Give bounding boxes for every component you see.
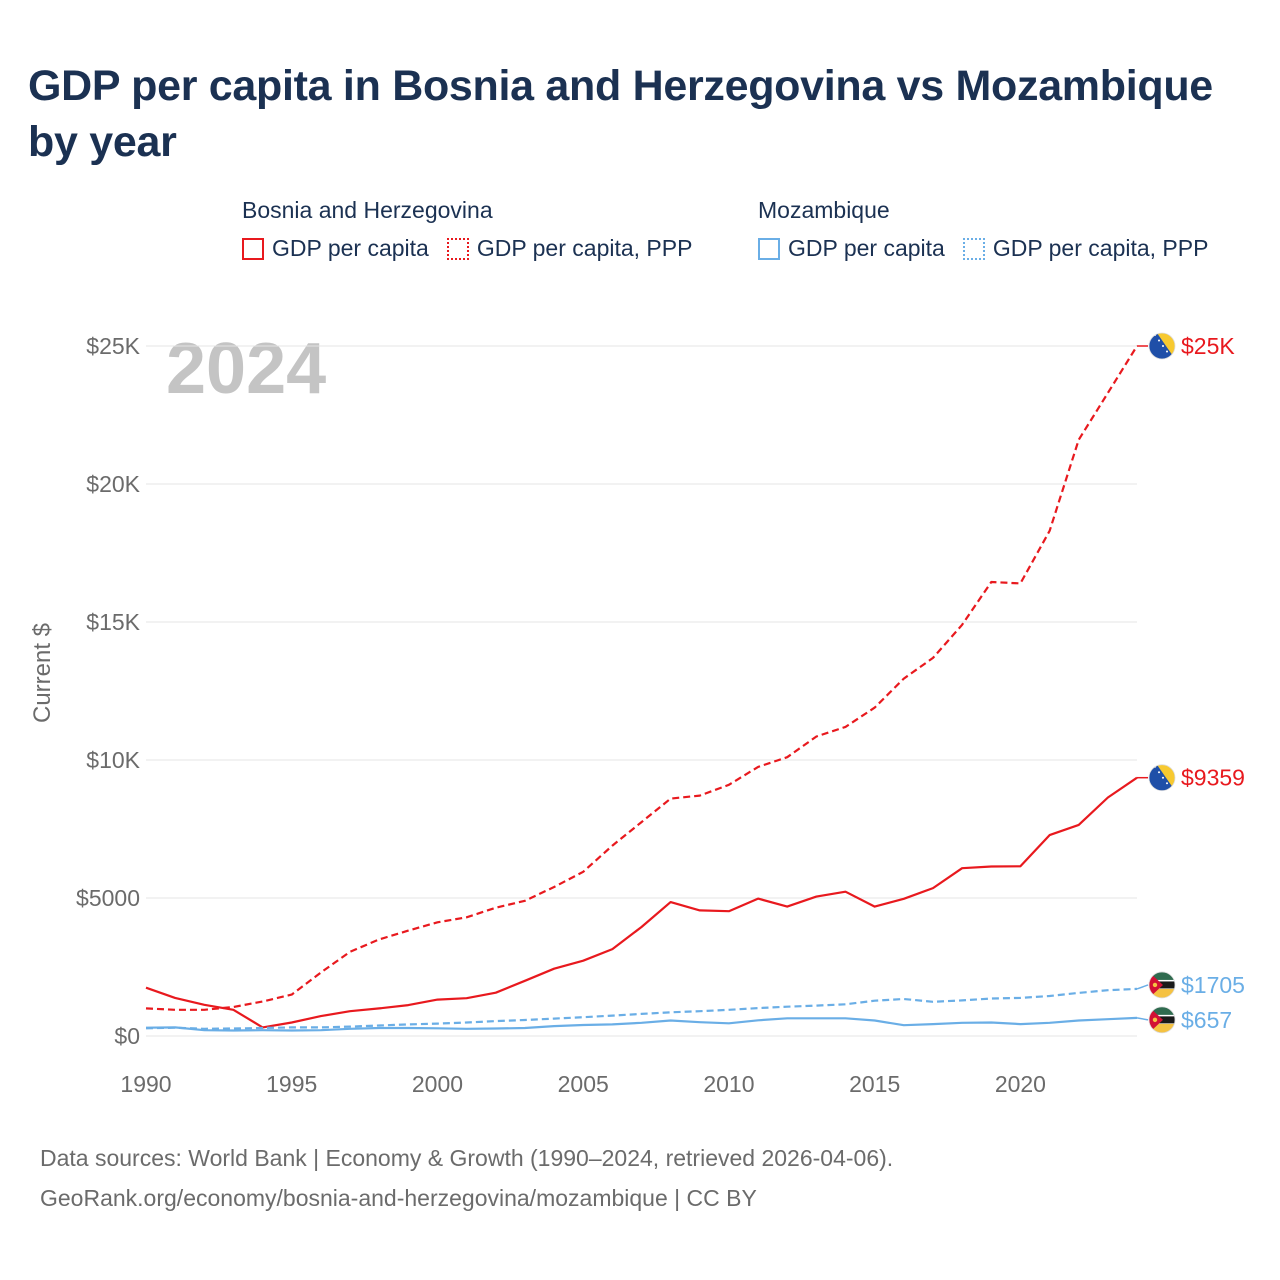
- x-tick-label: 2020: [995, 1071, 1046, 1097]
- y-tick-label: $0: [114, 1023, 140, 1049]
- mozambique-flag-icon: [1148, 1006, 1176, 1034]
- end-connector: [1136, 1017, 1149, 1021]
- y-tick-label: $20K: [86, 471, 140, 497]
- x-tick-label: 2000: [412, 1071, 463, 1097]
- solid-line-swatch-icon: [242, 237, 264, 260]
- y-tick-label: $25K: [86, 333, 140, 359]
- legend-item-mozambique-ppp[interactable]: GDP per capita, PPP: [962, 235, 1209, 262]
- end-connector: [1136, 984, 1149, 990]
- legend-item-bosnia-ppp[interactable]: GDP per capita, PPP: [446, 235, 693, 262]
- series-end-label: $1705: [1181, 972, 1245, 998]
- dotted-line-swatch-icon: [962, 237, 985, 260]
- year-watermark: 2024: [166, 329, 326, 409]
- series-end-label: $25K: [1181, 333, 1235, 359]
- legend-item-bosnia-gdp[interactable]: GDP per capita: [242, 235, 429, 262]
- footer: Data sources: World Bank | Economy & Gro…: [40, 1138, 893, 1218]
- series-line: [145, 776, 1138, 1029]
- legend-group-name-mozambique: Mozambique: [758, 197, 890, 223]
- bosnia-flag-icon: [1148, 332, 1176, 360]
- legend-group-mozambique: Mozambique GDP per capita GDP per capita…: [758, 195, 1226, 262]
- legend-item-label: GDP per capita: [788, 235, 945, 261]
- series-end-label: $9359: [1181, 765, 1245, 791]
- legend-item-mozambique-gdp[interactable]: GDP per capita: [758, 235, 945, 262]
- legend-item-label: GDP per capita, PPP: [476, 235, 693, 261]
- x-tick-label: 1990: [120, 1071, 171, 1097]
- solid-line-swatch-icon: [758, 237, 780, 260]
- series-line: [145, 345, 1138, 1011]
- legend-item-label: GDP per capita: [272, 235, 429, 261]
- x-tick-label: 2015: [849, 1071, 900, 1097]
- mozambique-flag-icon: [1148, 971, 1176, 999]
- series-end-label: $657: [1181, 1007, 1232, 1033]
- y-axis-label: Current $: [29, 623, 56, 723]
- line-chart: 2024 Current $ $0 $5000 $10K $15K $20K $25K 1…: [29, 329, 1245, 1097]
- x-tick-label: 2005: [558, 1071, 609, 1097]
- x-tick-label: 2010: [703, 1071, 754, 1097]
- source-url-text: GeoRank.org/economy/bosnia-and-herzegovi…: [40, 1185, 757, 1211]
- series-line: [145, 987, 1138, 1030]
- legend-group-name-bosnia: Bosnia and Herzegovina: [242, 197, 493, 223]
- legend-group-bosnia: Bosnia and Herzegovina GDP per capita GD…: [242, 195, 710, 262]
- series-line: [145, 1016, 1138, 1032]
- data-source-text: Data sources: World Bank | Economy & Gro…: [40, 1145, 894, 1171]
- chart-title: GDP per capita in Bosnia and Herzegovina…: [28, 62, 1213, 166]
- y-tick-label: $5000: [76, 885, 140, 911]
- y-tick-label: $10K: [86, 747, 140, 773]
- dotted-line-swatch-icon: [446, 237, 469, 260]
- legend-item-label: GDP per capita, PPP: [992, 235, 1209, 261]
- y-tick-label: $15K: [86, 609, 140, 635]
- x-tick-label: 1995: [266, 1071, 317, 1097]
- bosnia-flag-icon: [1148, 764, 1176, 792]
